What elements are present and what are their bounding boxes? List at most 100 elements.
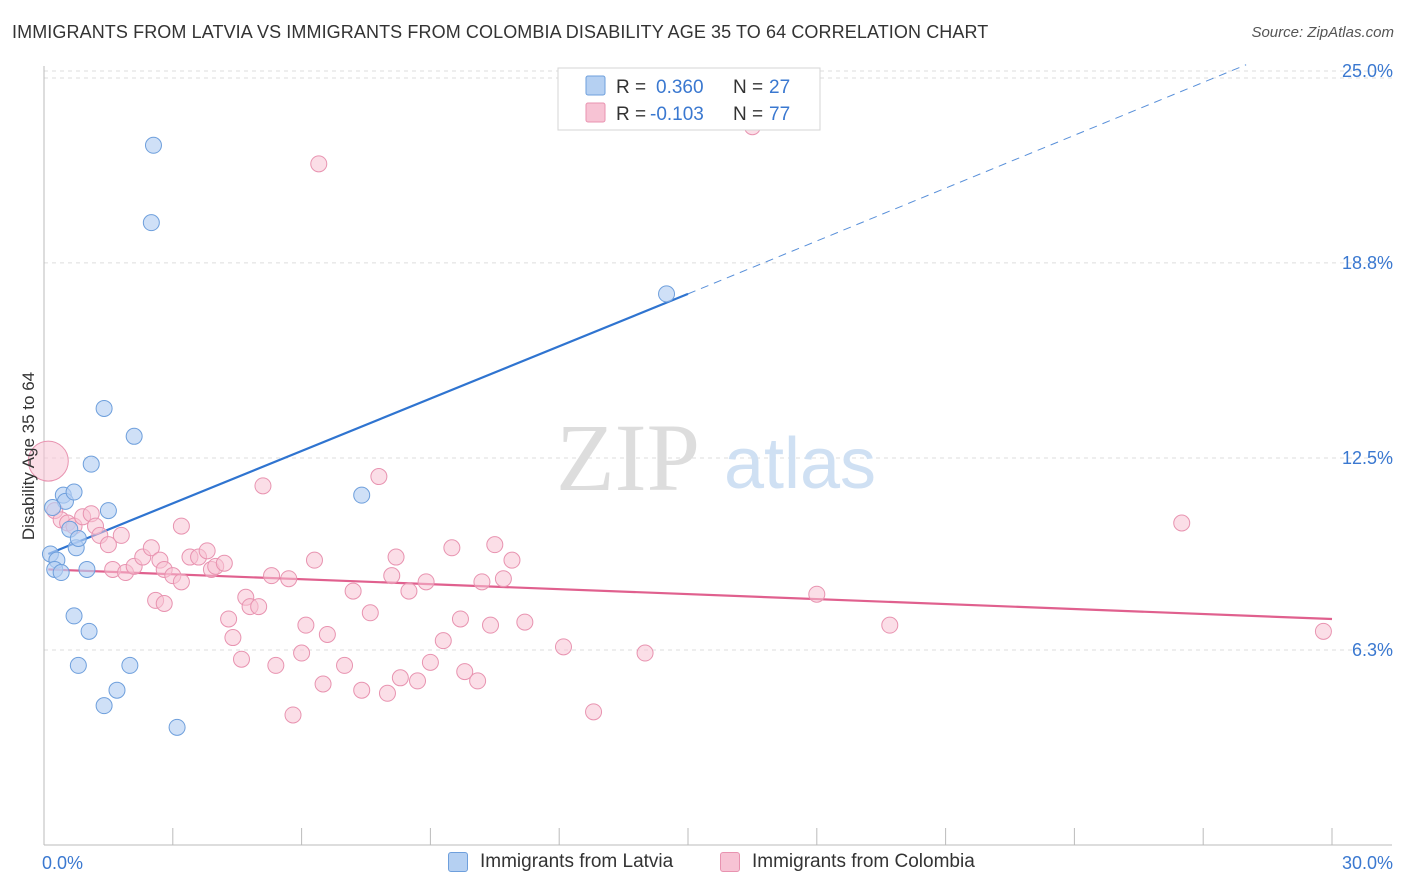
point-latvia (142, 214, 160, 232)
point-latvia (95, 697, 113, 715)
grid-lines (44, 70, 1392, 651)
point-latvia (82, 455, 100, 473)
tick-labels: 6.3% 12.5% 18.8% 25.0% 0.0% 30.0% (42, 61, 1393, 873)
point-colombia (881, 616, 899, 634)
point-latvia (44, 499, 62, 517)
point-colombia (361, 604, 379, 622)
point-colombia (409, 672, 427, 690)
bottom-legend: Immigrants from Latvia Immigrants from C… (0, 851, 1406, 877)
point-colombia (27, 440, 69, 482)
point-latvia (125, 427, 143, 445)
point-latvia (78, 560, 96, 578)
point-colombia (263, 567, 281, 585)
point-latvia (65, 607, 83, 625)
point-colombia (215, 554, 233, 572)
point-colombia (417, 573, 435, 591)
point-colombia (554, 638, 572, 656)
point-colombia (503, 551, 521, 569)
stats-n-value-colombia: 77 (769, 104, 790, 125)
stats-r-value-colombia: -0.103 (650, 104, 704, 125)
point-colombia (1173, 514, 1191, 532)
point-colombia (280, 570, 298, 588)
point-latvia (95, 399, 113, 417)
point-colombia (293, 644, 311, 662)
point-colombia (400, 582, 418, 600)
stats-legend: R = 0.360 N = 27 R = -0.103 N = 77 (557, 67, 821, 131)
y-tick-label: 18.8% (1342, 253, 1393, 273)
point-latvia (69, 656, 87, 674)
legend-item-latvia: Immigrants from Latvia (448, 851, 673, 873)
point-colombia (494, 570, 512, 588)
source-credit: Source: ZipAtlas.com (1251, 24, 1394, 41)
point-colombia (305, 551, 323, 569)
trend-line-colombia (48, 568, 1333, 621)
data-points (27, 118, 1332, 736)
legend-swatch-colombia (720, 852, 740, 872)
watermark: ZIP atlas (556, 404, 876, 511)
point-colombia (172, 517, 190, 535)
point-latvia (168, 718, 186, 736)
point-colombia (1314, 622, 1332, 640)
point-colombia (284, 706, 302, 724)
point-colombia (142, 539, 160, 557)
point-colombia (370, 468, 388, 486)
point-colombia (344, 582, 362, 600)
point-colombia (473, 573, 491, 591)
stats-swatch-colombia (585, 102, 606, 123)
point-latvia (52, 564, 70, 582)
point-colombia (808, 585, 826, 603)
point-colombia (250, 598, 268, 616)
point-colombia (297, 616, 315, 634)
point-latvia (99, 502, 117, 520)
point-latvia (144, 136, 162, 154)
point-colombia (434, 632, 452, 650)
axes (43, 66, 1392, 846)
point-latvia (69, 529, 87, 547)
point-colombia (378, 684, 396, 702)
point-latvia (65, 483, 83, 501)
point-colombia (318, 625, 336, 643)
point-colombia (267, 656, 285, 674)
point-colombia (353, 681, 371, 699)
point-colombia (336, 656, 354, 674)
x-tick-label: 0.0% (42, 853, 83, 873)
legend-swatch-latvia (448, 852, 468, 872)
point-latvia (108, 681, 126, 699)
stats-r-value-latvia: 0.360 (656, 77, 704, 98)
point-colombia (99, 536, 117, 554)
point-colombia (636, 644, 654, 662)
trend-line-latvia (47, 292, 689, 555)
y-tick-label: 6.3% (1352, 640, 1393, 660)
point-colombia (383, 567, 401, 585)
point-latvia (658, 285, 676, 303)
point-colombia (172, 573, 190, 591)
point-colombia (516, 613, 534, 631)
point-colombia (155, 595, 173, 612)
stats-swatch-latvia (585, 75, 606, 96)
point-latvia (121, 656, 139, 674)
x-tick-label: 30.0% (1342, 853, 1393, 873)
watermark-atlas: atlas (724, 424, 876, 504)
point-colombia (456, 663, 474, 681)
point-colombia (486, 536, 504, 554)
chart-title: IMMIGRANTS FROM LATVIA VS IMMIGRANTS FRO… (12, 22, 989, 42)
point-colombia (585, 703, 603, 721)
point-colombia (387, 548, 405, 566)
legend-item-colombia: Immigrants from Colombia (720, 851, 975, 873)
point-colombia (451, 610, 469, 628)
point-latvia (80, 622, 98, 640)
point-colombia (469, 672, 487, 690)
point-colombia (198, 542, 216, 560)
trend-lines (47, 64, 1333, 621)
point-colombia (232, 650, 250, 668)
watermark-zip: ZIP (556, 404, 700, 511)
point-colombia (482, 616, 500, 634)
legend-label-colombia: Immigrants from Colombia (752, 851, 975, 872)
point-colombia (310, 155, 328, 173)
point-colombia (314, 675, 332, 693)
y-axis-label: Disability Age 35 to 64 (19, 372, 38, 540)
stats-r-label-colombia: R = (616, 104, 646, 125)
y-tick-label: 12.5% (1342, 448, 1393, 468)
point-colombia (391, 669, 409, 687)
